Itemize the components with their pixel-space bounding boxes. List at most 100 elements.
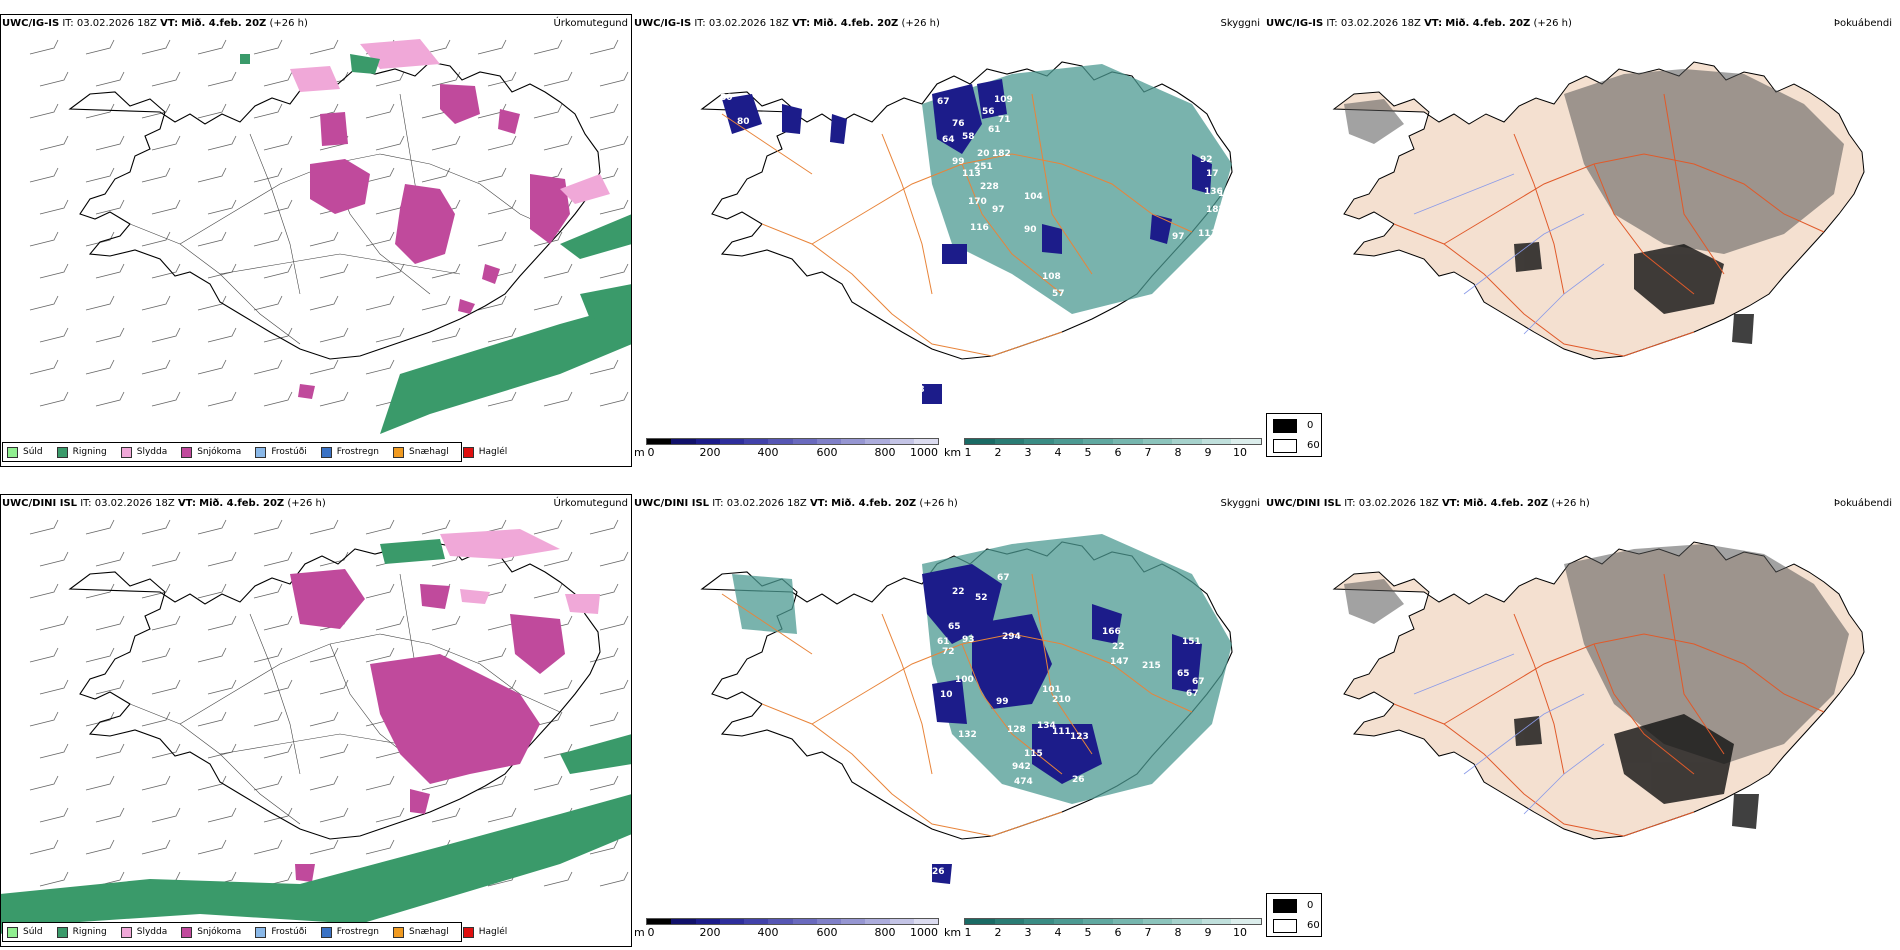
wind-barb	[253, 775, 283, 791]
wind-barb	[543, 263, 573, 279]
wind-barb	[207, 199, 237, 215]
wind-barb	[309, 231, 339, 247]
wind-barb	[29, 231, 59, 247]
wind-barb	[197, 39, 227, 55]
colorbar-m	[646, 918, 939, 925]
precip-type-panel-bottom: UWC/DINI ISL IT: 03.02.2026 18Z VT: Mið.…	[0, 494, 632, 947]
it-value: 03.02.2026 18Z	[1358, 498, 1439, 509]
wind-barb	[141, 839, 171, 855]
it-label: IT:	[80, 498, 92, 509]
wind-barb	[589, 103, 619, 119]
wind-barb	[39, 327, 69, 343]
wind-barb	[365, 167, 395, 183]
colorbar-tick: 2	[994, 446, 1002, 459]
wind-barb	[253, 519, 283, 535]
vis-value-label: 57	[1052, 289, 1065, 299]
vis-value-label: 116	[970, 223, 989, 233]
colorbar-tick: 7	[1144, 446, 1152, 459]
legend-item: Snæhagl	[393, 446, 449, 458]
colorbar-segment	[965, 919, 995, 924]
wind-barb	[599, 551, 629, 567]
wind-barb	[431, 263, 461, 279]
wind-barb	[319, 263, 349, 279]
vis-value-label: 82	[725, 69, 738, 79]
wind-barb	[533, 775, 563, 791]
vis-value-label: 76	[928, 219, 941, 229]
precip-type-map	[0, 519, 632, 934]
colorbar-segment	[1083, 919, 1113, 924]
wind-barb	[263, 743, 293, 759]
colorbar-unit: m	[634, 446, 645, 459]
fog-shading	[1344, 544, 1849, 764]
it-value: 03.02.2026 18Z	[726, 498, 807, 509]
colorbar-segment	[865, 439, 890, 444]
wind-barb	[365, 519, 395, 535]
colorbar-segment	[889, 439, 914, 444]
fog-legend-swatch	[1273, 439, 1297, 453]
wind-barb	[39, 71, 69, 87]
model-name: UWC/DINI ISL	[634, 498, 710, 509]
wind-barb	[309, 103, 339, 119]
wind-barb	[431, 807, 461, 823]
fog-legend-swatch	[1273, 919, 1297, 933]
vt-value: Mið. 4.feb. 20Z	[813, 18, 899, 29]
roads	[1393, 573, 1825, 837]
vt-label: VT:	[1441, 498, 1460, 509]
wind-barb	[207, 615, 237, 631]
wind-barb	[39, 807, 69, 823]
legend-item: Haglél	[462, 446, 507, 458]
wind-barb	[151, 327, 181, 343]
lead-time: (+26 h)	[1533, 18, 1572, 29]
wind-barb	[95, 551, 125, 567]
wind-barb	[589, 359, 619, 375]
wind-barb	[365, 231, 395, 247]
wind-barb	[263, 391, 293, 407]
wind-barb	[29, 647, 59, 663]
wind-barb	[487, 327, 517, 343]
colorbar-tick: 600	[816, 926, 838, 939]
colorbar-tick: 200	[699, 926, 721, 939]
wind-barb	[309, 711, 339, 727]
wind-barb	[365, 295, 395, 311]
legend-label: Slydda	[136, 447, 168, 457]
vis-value-label: 123	[1070, 732, 1089, 742]
wind-barb	[29, 775, 59, 791]
wind-barb	[39, 615, 69, 631]
vis-value-label: 182	[1218, 189, 1237, 199]
vis-value-label: 101	[1042, 685, 1061, 695]
colorbar-tick: 2	[994, 926, 1002, 939]
colorbar-tick: 8	[1174, 446, 1182, 459]
wind-barb	[85, 295, 115, 311]
fog-legend-swatch	[1273, 419, 1297, 433]
vis-value-label: 80	[737, 117, 750, 127]
wind-barb	[431, 615, 461, 631]
wind-barb	[253, 839, 283, 855]
wind-barb	[253, 231, 283, 247]
vis-value-label: 92	[1200, 155, 1213, 165]
legend-swatch	[320, 926, 332, 938]
colorbar-segment	[913, 919, 938, 924]
wind-barb	[141, 519, 171, 535]
colorbar-tick: 4	[1054, 446, 1062, 459]
wind-barb	[197, 839, 227, 855]
wind-barb	[421, 167, 451, 183]
vt-value: Mið. 4.feb. 20Z	[1463, 498, 1549, 509]
wind-barb	[589, 647, 619, 663]
legend-item: Súld	[7, 926, 43, 938]
wind-barb	[29, 167, 59, 183]
legend-swatch	[7, 446, 18, 458]
wind-barb	[365, 647, 395, 663]
iceland-outline	[68, 541, 601, 840]
wind-barb	[319, 807, 349, 823]
colorbar-tick: 600	[816, 446, 838, 459]
panel-title: Skyggni	[1220, 498, 1260, 509]
visibility-panel-top: 82 80 80 67 76 64 58 56 61 99 20 182 251 113 228 170 76 9…	[632, 14, 1264, 467]
vis-value-label: 215	[1142, 661, 1161, 671]
legend-item: Snjókoma	[181, 926, 241, 938]
wind-barb	[309, 39, 339, 55]
vis-value-label: 67	[937, 97, 950, 107]
visibility-km-colorbar: km 1 2 3 4 5 6 7 8 9 10	[944, 438, 1264, 462]
lead-time: (+26 h)	[287, 498, 326, 509]
fog-panel-top: UWC/IG-IS IT: 03.02.2026 18Z VT: Mið. 4.…	[1264, 14, 1900, 467]
legend-swatch	[120, 926, 132, 938]
